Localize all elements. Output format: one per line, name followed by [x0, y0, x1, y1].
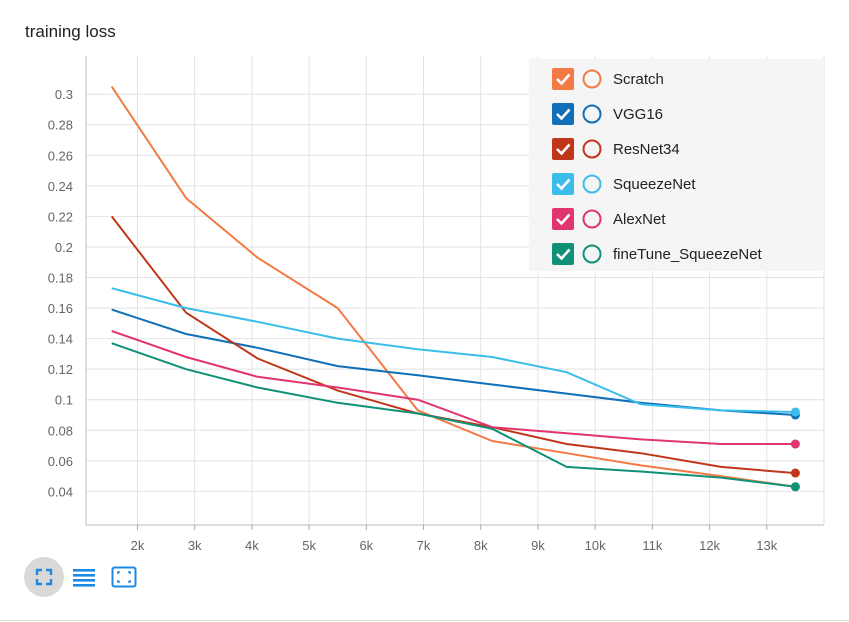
- fit-to-data-icon: [111, 566, 137, 588]
- checkmark-icon: [556, 108, 571, 121]
- checkmark-icon: [556, 143, 571, 156]
- legend-label: AlexNet: [613, 211, 666, 228]
- series-lines: [110, 86, 796, 488]
- y-tick-label: 0.12: [48, 362, 73, 377]
- checkmark-icon: [556, 73, 571, 86]
- series-line-finetune_squeezenet[interactable]: [111, 342, 796, 488]
- x-tick-label: 9k: [531, 538, 545, 553]
- series-color-circle-icon: [582, 244, 602, 264]
- legend-checkbox[interactable]: [552, 208, 574, 230]
- legend-label: VGG16: [613, 106, 663, 123]
- legend: Scratch VGG16 ResNet34 SqueezeNet AlexNet fin…: [529, 59, 824, 271]
- lines-icon: [73, 569, 95, 587]
- legend-item-finetune_squeezenet[interactable]: fineTune_SqueezeNet: [552, 243, 763, 265]
- fullscreen-corners-icon: [35, 568, 53, 586]
- series-line-alexnet[interactable]: [111, 330, 796, 445]
- checkmark-icon: [556, 248, 571, 261]
- y-axis-ticks: 0.04 0.06 0.08 0.1 0.12 0.14 0.16 0.18 0.2 0.22 0.…: [48, 87, 73, 499]
- series-line-squeezenet[interactable]: [111, 287, 796, 413]
- x-tick-label: 7k: [417, 538, 431, 553]
- series-color-circle-icon: [582, 69, 602, 89]
- x-tick-label: 4k: [245, 538, 259, 553]
- x-tick-label: 11k: [642, 538, 662, 553]
- x-tick-label: 13k: [756, 538, 777, 553]
- x-tick-label: 2k: [131, 538, 145, 553]
- series-color-circle-icon: [582, 139, 602, 159]
- series-end-points: [790, 407, 800, 492]
- series-line-scratch[interactable]: [110, 86, 796, 488]
- legend-checkbox[interactable]: [552, 243, 574, 265]
- legend-item-vgg16[interactable]: VGG16: [552, 103, 663, 125]
- legend-checkbox[interactable]: [552, 103, 574, 125]
- legend-item-alexnet[interactable]: AlexNet: [552, 208, 666, 230]
- legend-label: ResNet34: [613, 141, 680, 158]
- series-end-point-finetune_squeezenet[interactable]: [790, 482, 800, 492]
- legend-checkbox[interactable]: [552, 138, 574, 160]
- legend-item-scratch[interactable]: Scratch: [552, 68, 664, 90]
- y-tick-label: 0.04: [48, 484, 73, 499]
- y-tick-label: 0.28: [48, 118, 73, 133]
- y-tick-label: 0.14: [48, 332, 73, 347]
- legend-item-squeezenet[interactable]: SqueezeNet: [552, 173, 696, 195]
- legend-label: Scratch: [613, 71, 664, 88]
- checkmark-icon: [556, 213, 571, 226]
- fit-domain-button[interactable]: [104, 557, 144, 597]
- legend-box: [529, 59, 824, 271]
- bottom-divider: [0, 620, 849, 621]
- series-color-circle-icon: [582, 209, 602, 229]
- x-tick-label: 8k: [474, 538, 488, 553]
- series-color-circle-icon: [582, 174, 602, 194]
- y-tick-label: 0.06: [48, 454, 73, 469]
- x-tick-label: 5k: [302, 538, 316, 553]
- y-tick-label: 0.1: [55, 393, 73, 408]
- legend-checkbox[interactable]: [552, 173, 574, 195]
- checkmark-icon: [556, 178, 571, 191]
- x-tick-label: 6k: [359, 538, 373, 553]
- x-tick-label: 10k: [585, 538, 606, 553]
- legend-label: fineTune_SqueezeNet: [613, 246, 763, 263]
- legend-checkbox[interactable]: [552, 68, 574, 90]
- log-scale-button[interactable]: [64, 557, 104, 597]
- series-end-point-resnet34[interactable]: [790, 468, 800, 478]
- legend-item-resnet34[interactable]: ResNet34: [552, 138, 680, 160]
- y-tick-label: 0.3: [55, 87, 73, 102]
- legend-label: SqueezeNet: [613, 176, 696, 193]
- series-color-circle-icon: [582, 104, 602, 124]
- y-tick-label: 0.18: [48, 271, 73, 286]
- chart-title: training loss: [25, 22, 116, 41]
- series-end-point-squeezenet[interactable]: [790, 407, 800, 417]
- y-tick-label: 0.22: [48, 209, 73, 224]
- y-tick-label: 0.2: [55, 240, 73, 255]
- x-tick-label: 12k: [699, 538, 720, 553]
- series-end-point-alexnet[interactable]: [790, 439, 800, 449]
- series-line-vgg16[interactable]: [111, 308, 796, 416]
- fullscreen-button[interactable]: [24, 557, 64, 597]
- y-tick-label: 0.16: [48, 301, 73, 316]
- y-tick-label: 0.26: [48, 148, 73, 163]
- y-tick-label: 0.24: [48, 179, 73, 194]
- x-tick-label: 3k: [188, 538, 202, 553]
- y-tick-label: 0.08: [48, 423, 73, 438]
- x-axis-ticks: 2k 3k 4k 5k 6k 7k 8k 9k 10k 11k 12k 13k: [131, 525, 778, 553]
